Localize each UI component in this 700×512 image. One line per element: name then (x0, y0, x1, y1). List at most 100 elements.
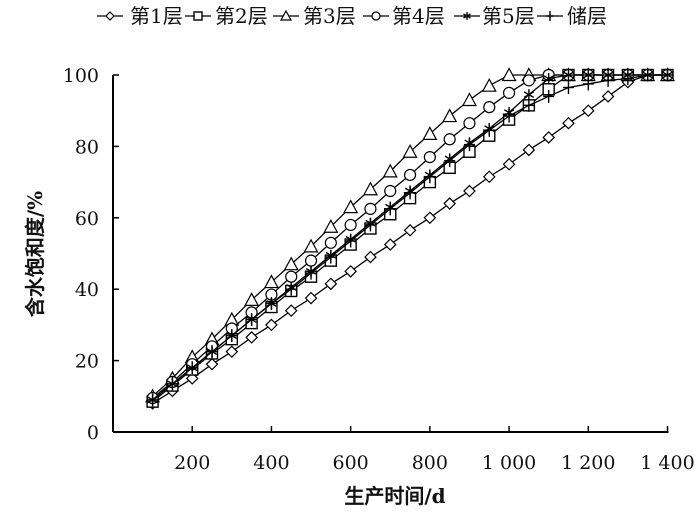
diamond-marker (344, 265, 357, 278)
plus-marker (206, 345, 218, 359)
x-tick-label: 1 000 (482, 452, 536, 474)
x-tick-label: 1 400 (640, 452, 694, 474)
circle-marker (285, 270, 298, 283)
x-tick-label: 400 (253, 452, 289, 474)
x-tick-label: 200 (174, 452, 210, 474)
circle-marker (522, 74, 535, 87)
plus-marker (562, 80, 574, 94)
y-tick-label: 40 (75, 279, 99, 301)
plus-marker (345, 234, 357, 248)
legend-item: 第2层 (185, 4, 268, 28)
x-axis-label: 生产时间/d (344, 484, 445, 508)
circle-marker (443, 133, 456, 146)
plus-marker (325, 250, 337, 264)
triangle-marker (382, 163, 398, 178)
y-tick-label: 80 (75, 136, 99, 158)
triangle-marker (442, 108, 458, 123)
plus-marker (483, 123, 495, 137)
legend-label: 第1层 (130, 4, 183, 28)
series-square (146, 68, 674, 408)
axes: 0 20 40 60 80 100 200 400 600 800 1 000 1 200 1 400 (63, 65, 695, 474)
circle-marker (324, 236, 337, 249)
x-tick-label: 1 200 (561, 452, 615, 474)
circle-marker (483, 101, 496, 114)
circle-marker (371, 11, 381, 21)
star-stroke (523, 91, 535, 98)
diamond-marker (284, 304, 298, 317)
triangle-marker (303, 238, 319, 253)
legend-label: 第2层 (215, 4, 268, 28)
diamond-marker (463, 184, 476, 198)
diamond-marker (265, 318, 278, 332)
legend-item: 储层 (537, 4, 607, 28)
plus-marker (265, 296, 277, 310)
triangle-marker (263, 274, 279, 289)
circle-marker (344, 218, 357, 232)
diamond-marker (601, 90, 615, 103)
plus-marker (444, 154, 456, 168)
plus-marker (662, 68, 673, 82)
x-tick-label: 600 (333, 452, 369, 474)
triangle-marker (402, 143, 418, 158)
plus-marker (186, 361, 198, 375)
y-tick-label: 20 (75, 351, 99, 373)
diamond-marker (482, 170, 496, 184)
triangle-marker (323, 218, 339, 233)
legend-item: 第3层 (273, 4, 356, 28)
triangle-marker (283, 256, 299, 271)
y-tick-label: 0 (87, 422, 99, 444)
y-axis-label: 含水饱和度/% (23, 191, 47, 317)
diamond-marker (443, 197, 457, 210)
legend-label: 第5层 (482, 4, 535, 28)
diamond-marker (245, 331, 258, 344)
series-diamond (146, 68, 674, 410)
legend-label: 第3层 (303, 4, 356, 28)
diamond-marker (502, 157, 516, 171)
plus-marker (602, 73, 614, 87)
star-marker (543, 73, 554, 85)
circle-marker (384, 184, 397, 198)
series-plus (147, 68, 673, 407)
plus-marker (246, 313, 258, 327)
legend-label: 第4层 (392, 4, 445, 28)
series-group (145, 67, 676, 410)
circle-marker (304, 254, 318, 267)
triangle-marker (501, 67, 517, 82)
diamond-marker (383, 238, 397, 251)
diamond-marker (225, 345, 239, 359)
star-stroke (543, 75, 554, 82)
star-stroke (463, 13, 471, 19)
circle-marker (423, 151, 436, 164)
y-tick-label: 60 (75, 208, 99, 230)
triangle-marker (481, 77, 497, 92)
plus-marker (384, 202, 396, 216)
plus-marker (226, 329, 238, 343)
plus-marker (543, 89, 555, 103)
plus-marker (463, 138, 475, 152)
legend-label: 储层 (567, 4, 607, 28)
star-stroke (563, 71, 574, 79)
diamond-marker (581, 104, 595, 118)
diamond-marker (542, 131, 556, 144)
triangle-marker (343, 199, 359, 214)
star-marker (563, 69, 574, 81)
plus-marker (622, 72, 634, 86)
triangle-marker (279, 9, 293, 21)
triangle-marker (422, 126, 438, 141)
star-stroke (583, 71, 594, 79)
plus-marker (166, 377, 178, 391)
plus-marker (546, 11, 554, 21)
diamond-marker (304, 291, 318, 305)
plus-marker (642, 68, 654, 82)
circle-marker (364, 202, 377, 215)
diamond-marker (562, 116, 575, 130)
triangle-marker (461, 92, 477, 107)
legend-item: 第5层 (454, 4, 535, 28)
triangle-marker (362, 181, 378, 196)
legend-item: 第4层 (363, 4, 445, 28)
x-tick-label: 800 (412, 452, 448, 474)
circle-marker (463, 117, 476, 130)
plus-marker (305, 266, 317, 280)
plus-marker (424, 170, 436, 184)
